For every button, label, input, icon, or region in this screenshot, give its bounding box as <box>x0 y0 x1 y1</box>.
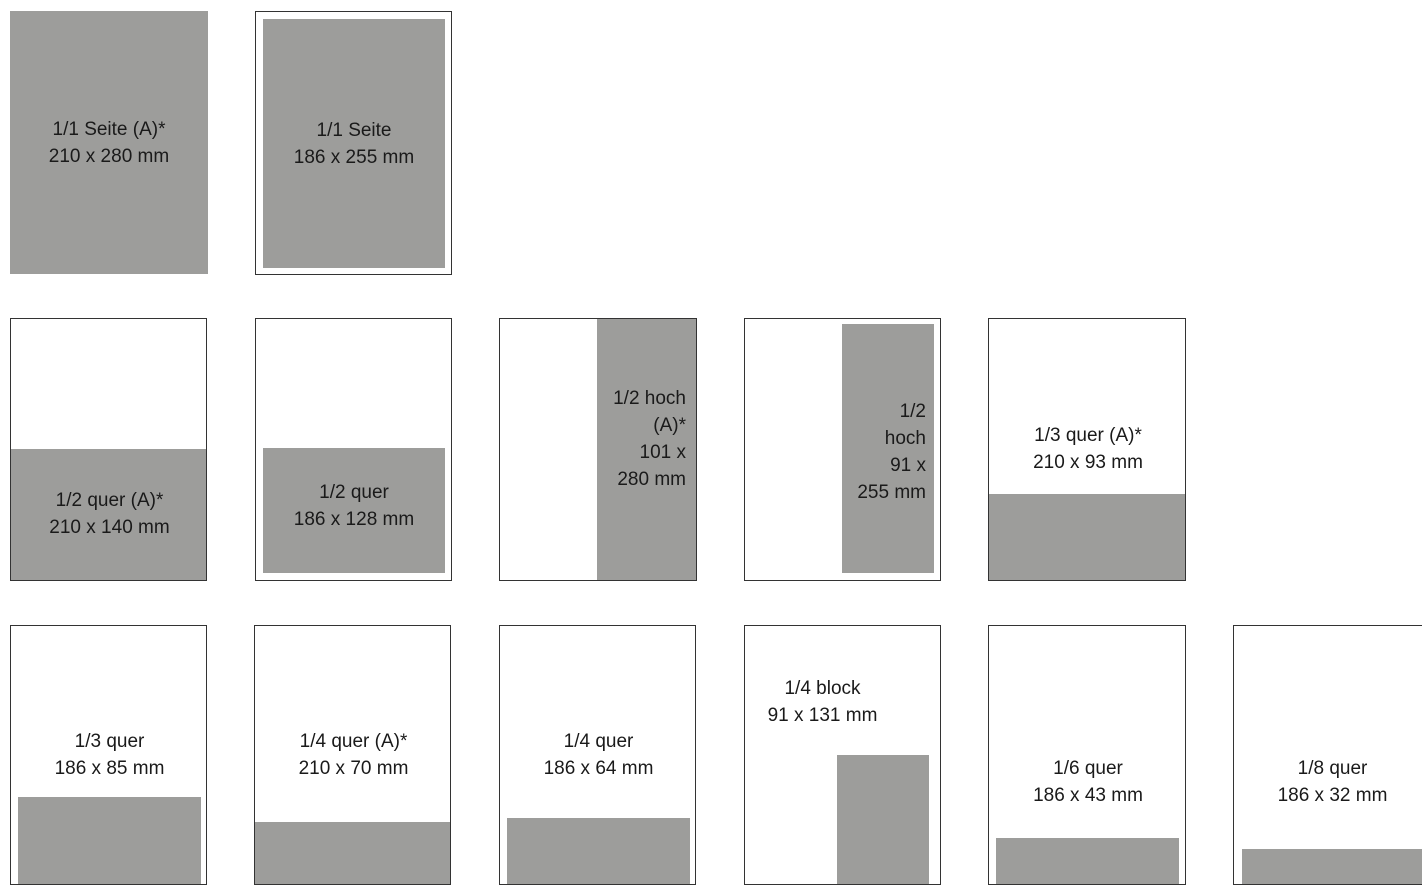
ad-area <box>255 822 450 884</box>
ad-area <box>837 755 929 884</box>
ad-area <box>18 797 201 884</box>
format-label: 1/2 hoch 91 x 255 mm <box>857 401 926 503</box>
format-half-q: 1/2 quer 186 x 128 mm <box>255 318 452 581</box>
format-label: 1/4 block 91 x 131 mm <box>767 678 878 726</box>
ad-area <box>989 494 1185 580</box>
format-label: 1/1 Seite (A)* 210 x 280 mm <box>48 119 170 167</box>
ad-area <box>842 324 934 573</box>
format-label: 1/6 quer 186 x 43 mm <box>1033 758 1143 806</box>
ad-area <box>1242 849 1422 884</box>
format-third-q-a: 1/3 quer (A)* 210 x 93 mm <box>988 318 1186 581</box>
format-label: 1/8 quer 186 x 32 mm <box>1277 758 1388 806</box>
format-label: 1/4 quer 186 x 64 mm <box>543 731 654 779</box>
format-label: 1/2 hoch (A)* 101 x 280 mm <box>613 388 686 490</box>
format-eighth-q: 1/8 quer 186 x 32 mm <box>1233 625 1422 885</box>
format-half-h: 1/2 hoch 91 x 255 mm <box>744 318 941 581</box>
format-sixth-q: 1/6 quer 186 x 43 mm <box>988 625 1186 885</box>
format-quarter-q-a: 1/4 quer (A)* 210 x 70 mm <box>254 625 451 885</box>
format-quarter-q: 1/4 quer 186 x 64 mm <box>499 625 696 885</box>
format-label: 1/2 quer (A)* 210 x 140 mm <box>49 490 170 538</box>
ad-area <box>10 11 208 274</box>
format-label: 1/2 quer 186 x 128 mm <box>293 482 415 530</box>
format-full-a: 1/1 Seite (A)* 210 x 280 mm <box>10 11 208 274</box>
ad-area <box>597 319 696 580</box>
format-label: 1/3 quer (A)* 210 x 93 mm <box>1033 425 1143 473</box>
ad-area <box>507 818 690 884</box>
format-label: 1/4 quer (A)* 210 x 70 mm <box>298 731 409 779</box>
ad-area <box>263 19 445 268</box>
format-half-h-a: 1/2 hoch (A)* 101 x 280 mm <box>499 318 697 581</box>
format-label: 1/3 quer 186 x 85 mm <box>54 731 165 779</box>
format-label: 1/1 Seite 186 x 255 mm <box>293 120 415 168</box>
ad-area <box>263 448 445 573</box>
format-quarter-b: 1/4 block 91 x 131 mm <box>744 625 941 885</box>
format-full: 1/1 Seite 186 x 255 mm <box>255 11 452 275</box>
ad-area <box>11 449 206 580</box>
ad-area <box>996 838 1179 884</box>
format-third-q: 1/3 quer 186 x 85 mm <box>10 625 207 885</box>
format-half-q-a: 1/2 quer (A)* 210 x 140 mm <box>10 318 207 581</box>
